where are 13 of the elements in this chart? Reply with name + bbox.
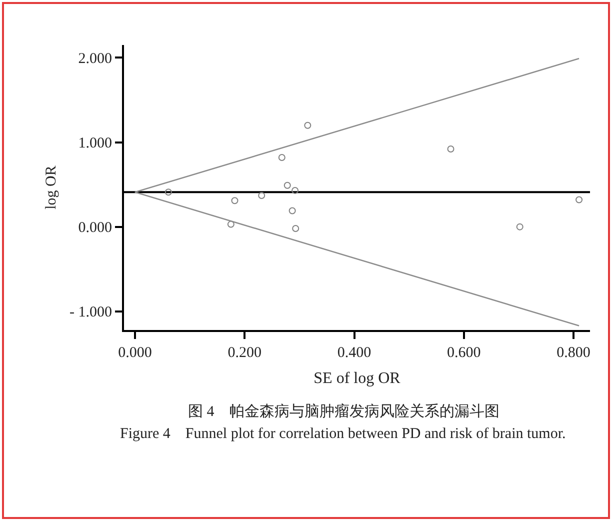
caption: 图 4 帕金森病与脑肿瘤发病风险关系的漏斗图 bbox=[188, 403, 500, 420]
x-tick-label: 0.400 bbox=[337, 345, 372, 361]
x-tick-label: 0.000 bbox=[118, 345, 152, 361]
y-tick-label: - 1.000 bbox=[70, 304, 112, 321]
y-tick-label: 1.000 bbox=[78, 136, 112, 152]
x-axis-title: SE of log OR bbox=[314, 370, 401, 388]
y-tick-label: 2.000 bbox=[78, 50, 112, 67]
x-tick-label: 0.200 bbox=[228, 345, 262, 361]
y-axis-title: log OR bbox=[43, 166, 60, 210]
x-tick-label: 0.600 bbox=[447, 345, 481, 361]
y-tick-label: 0.000 bbox=[78, 220, 112, 236]
x-tick-label: 0.800 bbox=[556, 345, 590, 361]
caption: Figure 4 Funnel plot for correlation between PD and risk of brain tumor. bbox=[120, 426, 566, 442]
